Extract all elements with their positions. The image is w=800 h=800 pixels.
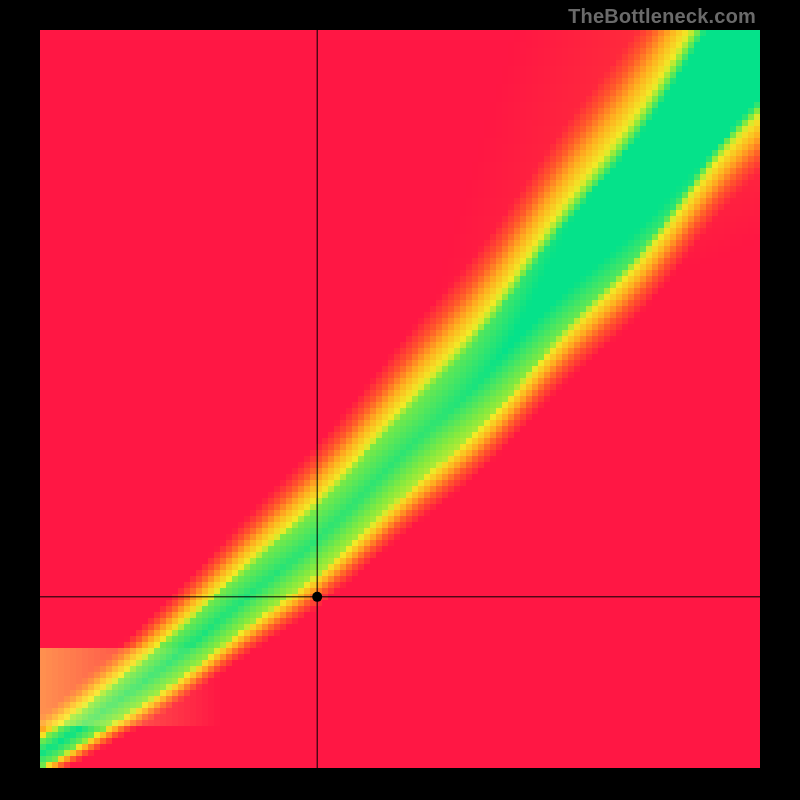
bottleneck-heatmap (0, 0, 800, 800)
watermark-text: TheBottleneck.com (568, 6, 756, 29)
chart-container: TheBottleneck.com (0, 0, 800, 800)
